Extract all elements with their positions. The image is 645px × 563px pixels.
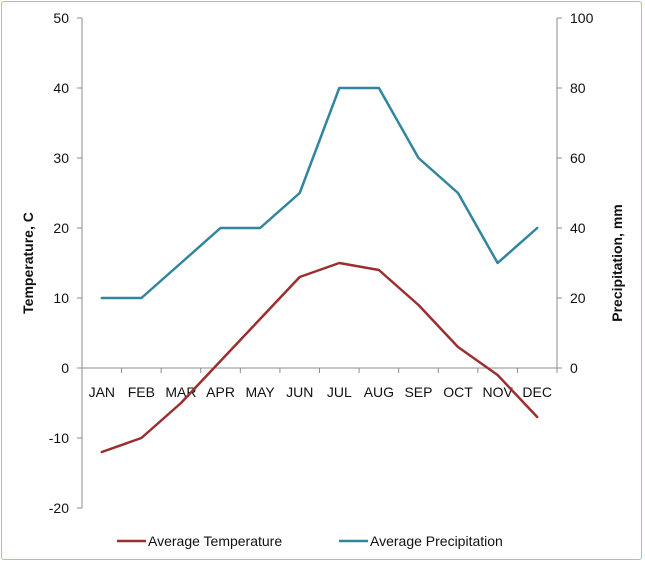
x-tick-label: FEB xyxy=(128,384,155,400)
y2-tick-label: 20 xyxy=(570,290,586,306)
y2-tick-label: 80 xyxy=(570,80,586,96)
x-tick-label: JUL xyxy=(327,384,352,400)
y-axis-title: Temperature, C xyxy=(20,212,36,314)
y-tick-label: 50 xyxy=(53,10,69,26)
y2-tick-label: 40 xyxy=(570,220,586,236)
legend-label-precipitation: Average Precipitation xyxy=(370,533,503,549)
legend-label-temperature: Average Temperature xyxy=(148,533,282,549)
x-tick-label: OCT xyxy=(443,384,473,400)
y-tick-label: 10 xyxy=(53,290,69,306)
legend: Average Temperature Average Precipitatio… xyxy=(117,533,503,549)
x-tick-label: JAN xyxy=(89,384,115,400)
x-tick-label: AUG xyxy=(364,384,394,400)
y-tick-label: 40 xyxy=(53,80,69,96)
y2-tick-label: 100 xyxy=(570,10,594,26)
y-tick-label: -10 xyxy=(49,430,69,446)
x-tick-label: APR xyxy=(206,384,235,400)
x-axis-tick-labels: JAN FEB MAR APR MAY JUN JUL AUG SEP OCT NOV DEC xyxy=(89,384,552,400)
y-tick-label: 20 xyxy=(53,220,69,236)
x-tick-label: NOV xyxy=(482,384,513,400)
y2-tick-label: 60 xyxy=(570,150,586,166)
y-tick-label: -20 xyxy=(49,500,69,516)
y-axis-tick-labels: 50 40 30 20 10 0 -10 -20 xyxy=(49,10,69,516)
temperature-line xyxy=(100,261,539,454)
y-tick-label: 0 xyxy=(61,360,69,376)
y2-tick-label: 0 xyxy=(570,360,578,376)
y2-axis-title: Precipitation, mm xyxy=(609,204,625,321)
y2-axis-tick-labels: 100 80 60 40 20 0 xyxy=(570,10,594,376)
y-tick-label: 30 xyxy=(53,150,69,166)
precipitation-line xyxy=(100,86,539,300)
grid-layer xyxy=(77,17,562,509)
series-lines xyxy=(100,86,539,454)
x-tick-label: JUN xyxy=(286,384,313,400)
x-tick-label: MAY xyxy=(245,384,275,400)
x-tick-label: SEP xyxy=(404,384,432,400)
x-tick-label: DEC xyxy=(522,384,552,400)
